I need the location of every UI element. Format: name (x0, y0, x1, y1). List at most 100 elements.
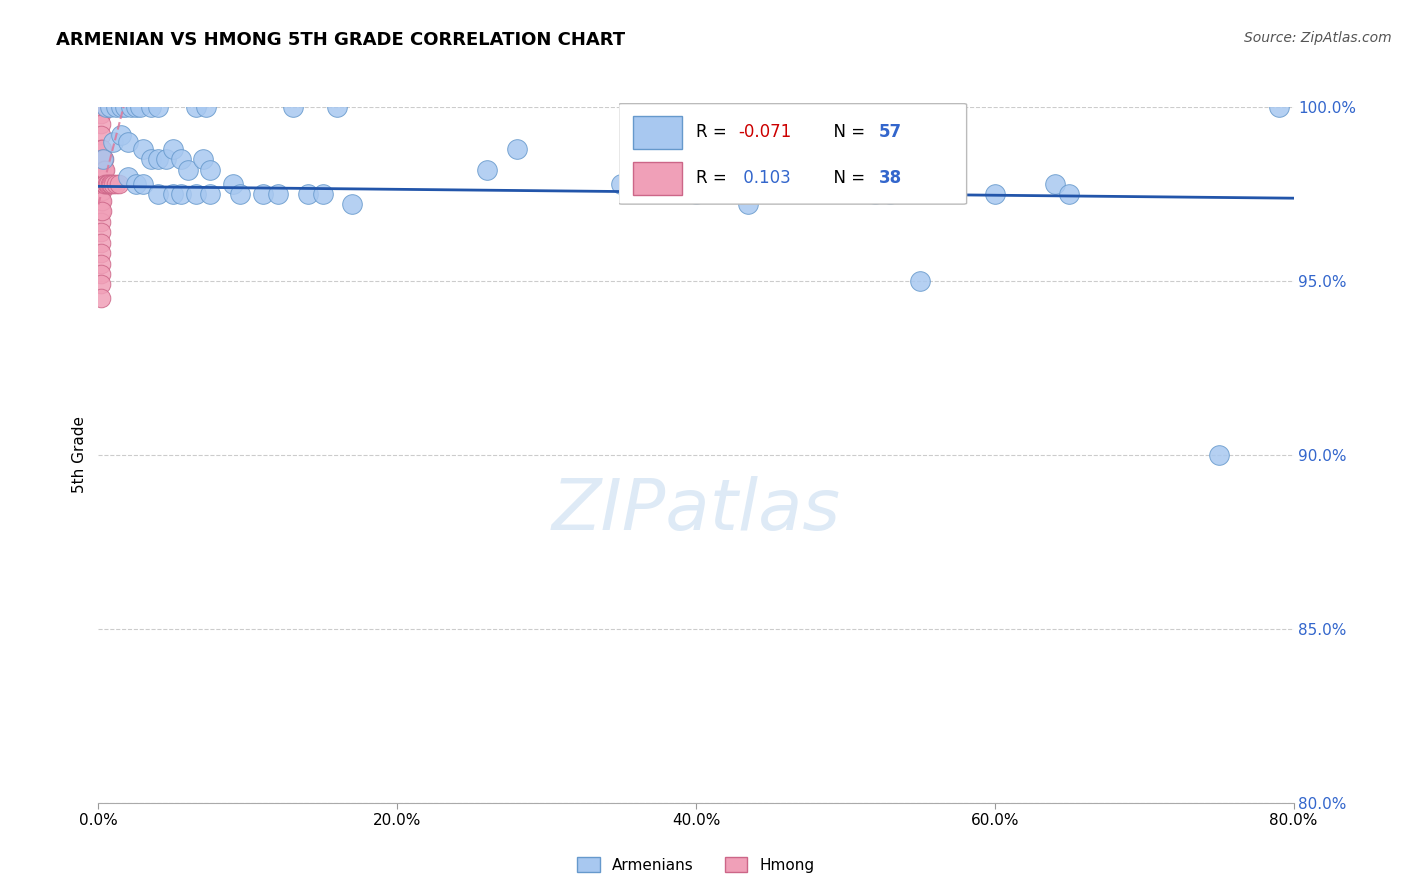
Point (148, 186, 170, 201)
Point (125, 177, 148, 191)
Point (90, 117, 112, 131)
Point (117, 135, 139, 149)
Point (148, 100, 170, 114)
Point (155, 152, 177, 166)
Point (626, 152, 648, 166)
Point (229, 186, 252, 201)
Point (94, 100, 117, 114)
Point (90, 277, 112, 292)
Point (184, 186, 207, 201)
Point (730, 186, 752, 201)
Point (685, 186, 707, 201)
Point (162, 186, 184, 201)
Point (475, 162, 498, 177)
Point (169, 186, 191, 201)
Point (94, 162, 117, 177)
Point (91, 142, 114, 156)
Point (267, 186, 290, 201)
Point (90, 267, 112, 281)
Point (737, 197, 759, 211)
Bar (633, 162, 682, 194)
Point (90, 194, 112, 208)
Point (93, 152, 115, 166)
Point (90, 204, 112, 219)
Y-axis label: 5th Grade: 5th Grade (72, 417, 87, 493)
Point (129, 100, 152, 114)
Point (90, 128, 112, 142)
Point (93, 162, 115, 177)
Text: -0.071: -0.071 (738, 123, 792, 141)
Text: 0.103: 0.103 (738, 169, 792, 187)
Point (90, 256, 112, 270)
Point (148, 152, 170, 166)
Point (91, 194, 114, 208)
Point (879, 186, 901, 201)
Point (120, 100, 142, 114)
Point (281, 100, 304, 114)
Text: ARMENIAN VS HMONG 5TH GRADE CORRELATION CHART: ARMENIAN VS HMONG 5TH GRADE CORRELATION … (56, 31, 626, 49)
Point (326, 100, 349, 114)
Point (114, 100, 136, 114)
Point (110, 128, 132, 142)
Point (177, 162, 200, 177)
Point (110, 100, 132, 114)
Point (191, 152, 214, 166)
Point (908, 274, 931, 288)
Point (1043, 177, 1066, 191)
Legend: Armenians, Hmong: Armenians, Hmong (571, 850, 821, 879)
Point (984, 186, 1007, 201)
Point (195, 100, 218, 114)
Point (139, 152, 162, 166)
Point (91, 162, 114, 177)
Point (90, 235, 112, 250)
Point (863, 186, 887, 201)
Point (1059, 186, 1081, 201)
Point (1267, 100, 1289, 114)
Point (139, 100, 162, 114)
Point (97, 177, 120, 191)
Point (184, 100, 207, 114)
Point (90, 225, 112, 239)
Point (100, 177, 122, 191)
Point (93, 177, 115, 191)
Point (506, 142, 529, 156)
Point (200, 162, 222, 177)
Point (90, 246, 112, 260)
Point (90, 107, 112, 121)
Point (91, 173, 114, 187)
Bar (633, 116, 682, 149)
Point (132, 177, 155, 191)
Point (90, 215, 112, 229)
Text: N =: N = (823, 169, 870, 187)
Point (91, 152, 114, 166)
Point (252, 186, 274, 201)
Point (90, 291, 112, 305)
Point (108, 177, 131, 191)
Point (117, 169, 139, 184)
Text: Source: ZipAtlas.com: Source: ZipAtlas.com (1244, 31, 1392, 45)
Point (1208, 448, 1230, 462)
Point (125, 100, 148, 114)
Point (162, 142, 184, 156)
Point (90, 152, 112, 166)
Point (91, 184, 114, 198)
Point (610, 177, 633, 191)
Point (90, 162, 112, 177)
Point (96, 177, 118, 191)
Point (103, 135, 125, 149)
Point (94, 177, 117, 191)
Point (169, 152, 191, 166)
Point (105, 177, 128, 191)
FancyBboxPatch shape (619, 103, 967, 204)
Point (98, 177, 121, 191)
Point (342, 197, 364, 211)
Point (222, 177, 245, 191)
Point (91, 152, 114, 166)
Point (311, 186, 333, 201)
Text: N =: N = (823, 123, 870, 141)
Point (91, 204, 114, 219)
Point (90, 142, 112, 156)
Point (200, 186, 222, 201)
Point (90, 100, 112, 114)
Point (103, 177, 125, 191)
